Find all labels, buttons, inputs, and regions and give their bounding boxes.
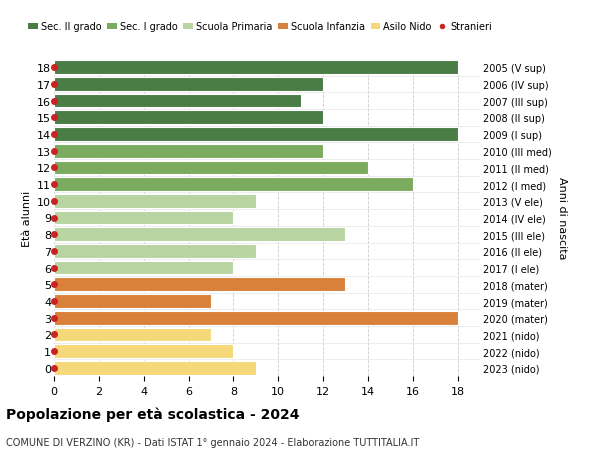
Bar <box>54 211 233 225</box>
Bar <box>54 245 256 258</box>
Bar <box>54 145 323 158</box>
Bar <box>54 178 413 191</box>
Bar <box>54 161 368 175</box>
Bar <box>54 328 211 341</box>
Bar <box>54 228 346 241</box>
Bar <box>54 295 211 308</box>
Bar <box>54 195 256 208</box>
Bar <box>54 95 301 108</box>
Y-axis label: Età alunni: Età alunni <box>22 190 32 246</box>
Bar <box>54 261 233 275</box>
Y-axis label: Anni di nascita: Anni di nascita <box>557 177 567 259</box>
Bar <box>54 78 323 91</box>
Bar <box>54 311 458 325</box>
Bar <box>54 61 458 75</box>
Bar <box>54 361 256 375</box>
Bar <box>54 345 233 358</box>
Legend: Sec. II grado, Sec. I grado, Scuola Primaria, Scuola Infanzia, Asilo Nido, Stran: Sec. II grado, Sec. I grado, Scuola Prim… <box>24 18 496 36</box>
Bar <box>54 111 323 125</box>
Text: COMUNE DI VERZINO (KR) - Dati ISTAT 1° gennaio 2024 - Elaborazione TUTTITALIA.IT: COMUNE DI VERZINO (KR) - Dati ISTAT 1° g… <box>6 437 419 447</box>
Bar <box>54 128 458 141</box>
Text: Popolazione per età scolastica - 2024: Popolazione per età scolastica - 2024 <box>6 406 299 421</box>
Bar <box>54 278 346 291</box>
